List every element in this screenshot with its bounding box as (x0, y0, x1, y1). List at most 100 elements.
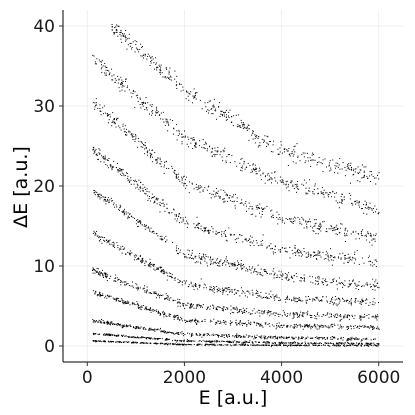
data-point (125, 301, 127, 303)
data-point (194, 340, 196, 342)
data-point (129, 45, 131, 47)
data-point (140, 223, 142, 225)
data-point (195, 285, 197, 287)
data-point (110, 341, 112, 343)
data-point (272, 144, 274, 146)
data-point (96, 155, 98, 157)
data-point (287, 324, 289, 326)
data-point (317, 250, 319, 252)
data-point (144, 186, 146, 188)
data-point (169, 275, 171, 277)
data-point (327, 337, 329, 339)
data-point (293, 299, 295, 301)
data-point (163, 312, 165, 314)
data-point (262, 234, 264, 236)
data-point (152, 338, 154, 340)
data-point (241, 157, 243, 159)
data-point (325, 314, 327, 316)
data-point (225, 264, 227, 266)
data-point (209, 145, 211, 147)
data-point (107, 114, 109, 116)
data-point (177, 252, 179, 254)
data-point (159, 202, 161, 204)
data-point (156, 161, 158, 163)
data-point (273, 268, 275, 270)
data-point (337, 344, 339, 346)
data-point (269, 325, 271, 327)
data-point (142, 101, 144, 103)
data-point (153, 196, 155, 198)
data-point (239, 321, 241, 323)
data-point (270, 336, 272, 338)
data-point (299, 313, 301, 315)
data-point (212, 194, 214, 196)
data-point (132, 341, 134, 343)
data-point (231, 311, 233, 313)
data-point (105, 69, 107, 71)
data-point (367, 326, 369, 328)
data-point (211, 226, 213, 228)
data-point (261, 297, 263, 299)
data-point (235, 306, 237, 308)
data-point (307, 157, 309, 159)
data-point (358, 200, 360, 202)
data-point (195, 146, 197, 148)
data-point (307, 326, 309, 328)
data-point (141, 55, 143, 57)
data-point (360, 302, 362, 304)
data-point (257, 206, 259, 208)
data-point (209, 321, 211, 323)
data-point (329, 192, 331, 194)
data-point (340, 336, 342, 338)
data-point (94, 194, 96, 196)
data-point (378, 287, 380, 289)
data-point (304, 341, 306, 343)
data-point (322, 221, 324, 223)
data-point (159, 338, 161, 340)
data-point (118, 125, 120, 127)
data-point (101, 155, 103, 157)
data-point (330, 342, 332, 344)
data-point (261, 138, 263, 140)
data-point (359, 169, 361, 171)
data-point (166, 122, 168, 124)
data-point (131, 252, 133, 254)
data-point (185, 90, 187, 92)
data-point (190, 305, 192, 307)
data-point (120, 76, 122, 78)
data-point (268, 297, 270, 299)
data-point (251, 169, 253, 171)
data-point (121, 211, 123, 213)
data-point (137, 219, 139, 221)
data-point (227, 344, 229, 346)
data-point (339, 168, 341, 170)
data-point (99, 61, 101, 63)
data-point (106, 333, 108, 335)
data-point (263, 141, 265, 143)
data-point (299, 298, 301, 300)
data-point (119, 204, 121, 206)
data-point (181, 318, 183, 320)
data-point (364, 325, 366, 327)
data-point (303, 280, 305, 282)
data-point (264, 268, 266, 270)
data-point (256, 206, 258, 208)
data-point (142, 327, 144, 329)
data-point (344, 240, 346, 242)
data-point (212, 290, 214, 292)
data-point (177, 298, 179, 300)
data-point (251, 289, 253, 291)
data-point (292, 184, 294, 186)
data-point (265, 344, 267, 346)
data-point (302, 300, 304, 302)
data-point (196, 334, 198, 336)
x-tick-label: 4000 (260, 368, 303, 388)
data-point (100, 272, 102, 274)
data-point (350, 233, 352, 235)
data-point (106, 333, 108, 335)
data-point (333, 302, 335, 304)
data-point (200, 256, 202, 258)
data-point (350, 342, 352, 344)
data-point (151, 111, 153, 113)
data-point (115, 26, 117, 28)
